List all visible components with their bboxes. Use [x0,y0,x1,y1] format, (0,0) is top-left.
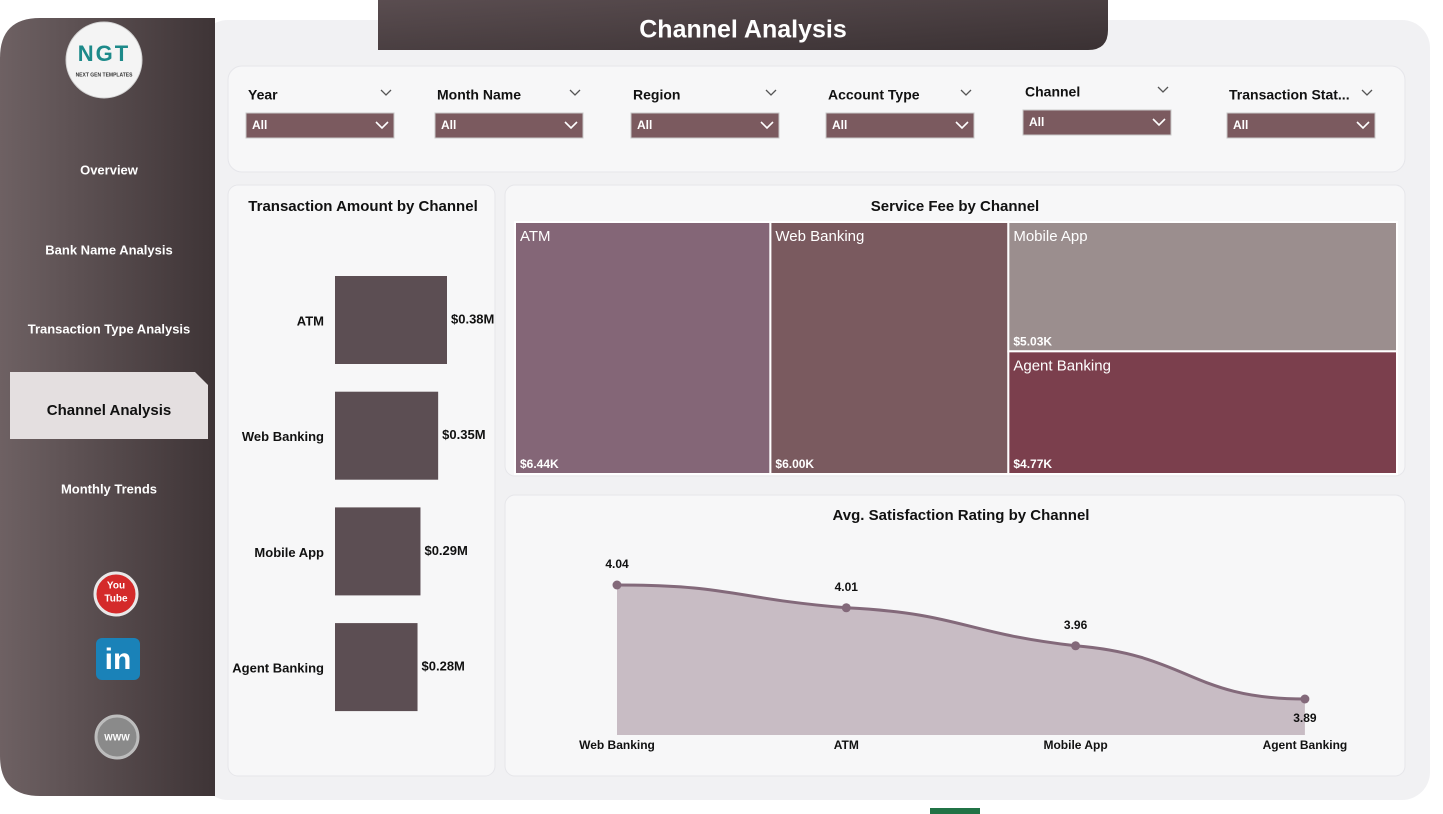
tile-label: Mobile App [1013,228,1087,245]
chart-title: Service Fee by Channel [871,198,1039,215]
area [617,585,1305,735]
filter-chevron [960,89,972,96]
filter-label: Year [248,87,278,103]
dropdown-chevron [564,121,578,130]
page-title: Channel Analysis [639,16,846,44]
point [1071,641,1081,651]
nav-item[interactable]: Monthly Trends [61,481,157,496]
data-label: $0.38M [451,311,494,326]
point [612,580,622,590]
web-icon[interactable] [94,714,140,760]
category-label: Web Banking [242,429,324,444]
filter-dropdown[interactable] [245,112,395,139]
filter-chevron [380,89,392,96]
icon-text: Tube [104,594,128,605]
dropdown-chevron [955,121,969,130]
chart-title: Transaction Amount by Channel [248,198,477,215]
filter-label: Region [633,87,680,103]
dropdown-chevron [375,121,389,130]
filter-value: All [252,118,267,132]
logo-text: NGT [78,41,130,66]
tile-label: Agent Banking [1013,357,1111,374]
logo-subtitle: NEXT GEN TEMPLATES [76,72,134,78]
dropdown-chevron [760,121,774,130]
nav-item[interactable]: Bank Name Analysis [45,242,172,257]
category-label: ATM [834,738,859,752]
filter-value: All [441,118,456,132]
data-label: 3.89 [1293,711,1317,725]
bar [335,276,447,364]
point [841,603,851,613]
point [1300,694,1310,704]
treemap-tile [769,221,1010,475]
data-label: $6.00K [775,457,814,471]
nav-item[interactable]: Overview [80,162,139,177]
filter-chevron [765,89,777,96]
filter-dropdown[interactable] [630,112,780,139]
filter-value: All [1233,118,1248,132]
chart-title: Avg. Satisfaction Rating by Channel [833,507,1090,524]
filter-chevron [1157,86,1169,93]
filter-chevron [569,89,581,96]
data-label: $0.29M [424,543,467,558]
category-label: Agent Banking [232,661,324,676]
filter-dropdown[interactable] [1226,112,1376,139]
filter-value: All [1029,115,1044,129]
filter-label: Month Name [437,87,521,103]
treemap-tile [514,221,772,475]
logo-circle [65,21,143,99]
line [616,583,1305,701]
nav-active-bg [10,372,208,439]
nav-item[interactable]: Transaction Type Analysis [28,321,191,336]
data-label: $6.44K [520,457,559,471]
filter-value: All [832,118,847,132]
category-label: Agent Banking [1263,738,1348,752]
bar [335,391,439,480]
data-label: $5.03K [1013,335,1052,349]
data-label: $4.77K [1013,457,1052,471]
icon-text: in [105,643,132,676]
icon-text: You [107,581,125,592]
header-bar [378,0,1108,50]
nav-item[interactable]: Channel Analysis [47,402,171,419]
filter-dropdown[interactable] [1022,109,1172,136]
filter-label: Account Type [828,87,920,103]
bar [335,507,421,596]
filter-label: Transaction Stat... [1229,87,1350,103]
data-label: $0.28M [422,659,465,674]
filter-label: Channel [1025,84,1080,100]
treemap-tile [1007,221,1399,353]
linkedin-icon[interactable] [96,638,140,680]
data-label: 3.96 [1064,618,1088,632]
filter-panel [227,65,1406,173]
data-label: $0.35M [442,427,485,442]
tile-label: Web Banking [775,228,864,245]
icon-text: WWW [104,732,130,742]
filter-dropdown[interactable] [434,112,584,139]
filter-dropdown[interactable] [825,112,975,139]
dropdown-chevron [1152,118,1166,127]
category-label: ATM [297,313,324,328]
category-label: Mobile App [254,545,324,560]
sheet-tab [930,808,980,814]
data-label: 4.04 [605,557,629,571]
filter-value: All [637,118,652,132]
treemap-tile [1007,350,1399,476]
bar [335,623,418,712]
data-label: 4.01 [835,580,859,594]
youtube-icon[interactable] [93,571,139,617]
category-label: Web Banking [579,738,655,752]
category-label: Mobile App [1043,738,1107,752]
dropdown-chevron [1356,121,1370,130]
filter-chevron [1361,89,1373,96]
tile-label: ATM [520,228,551,245]
